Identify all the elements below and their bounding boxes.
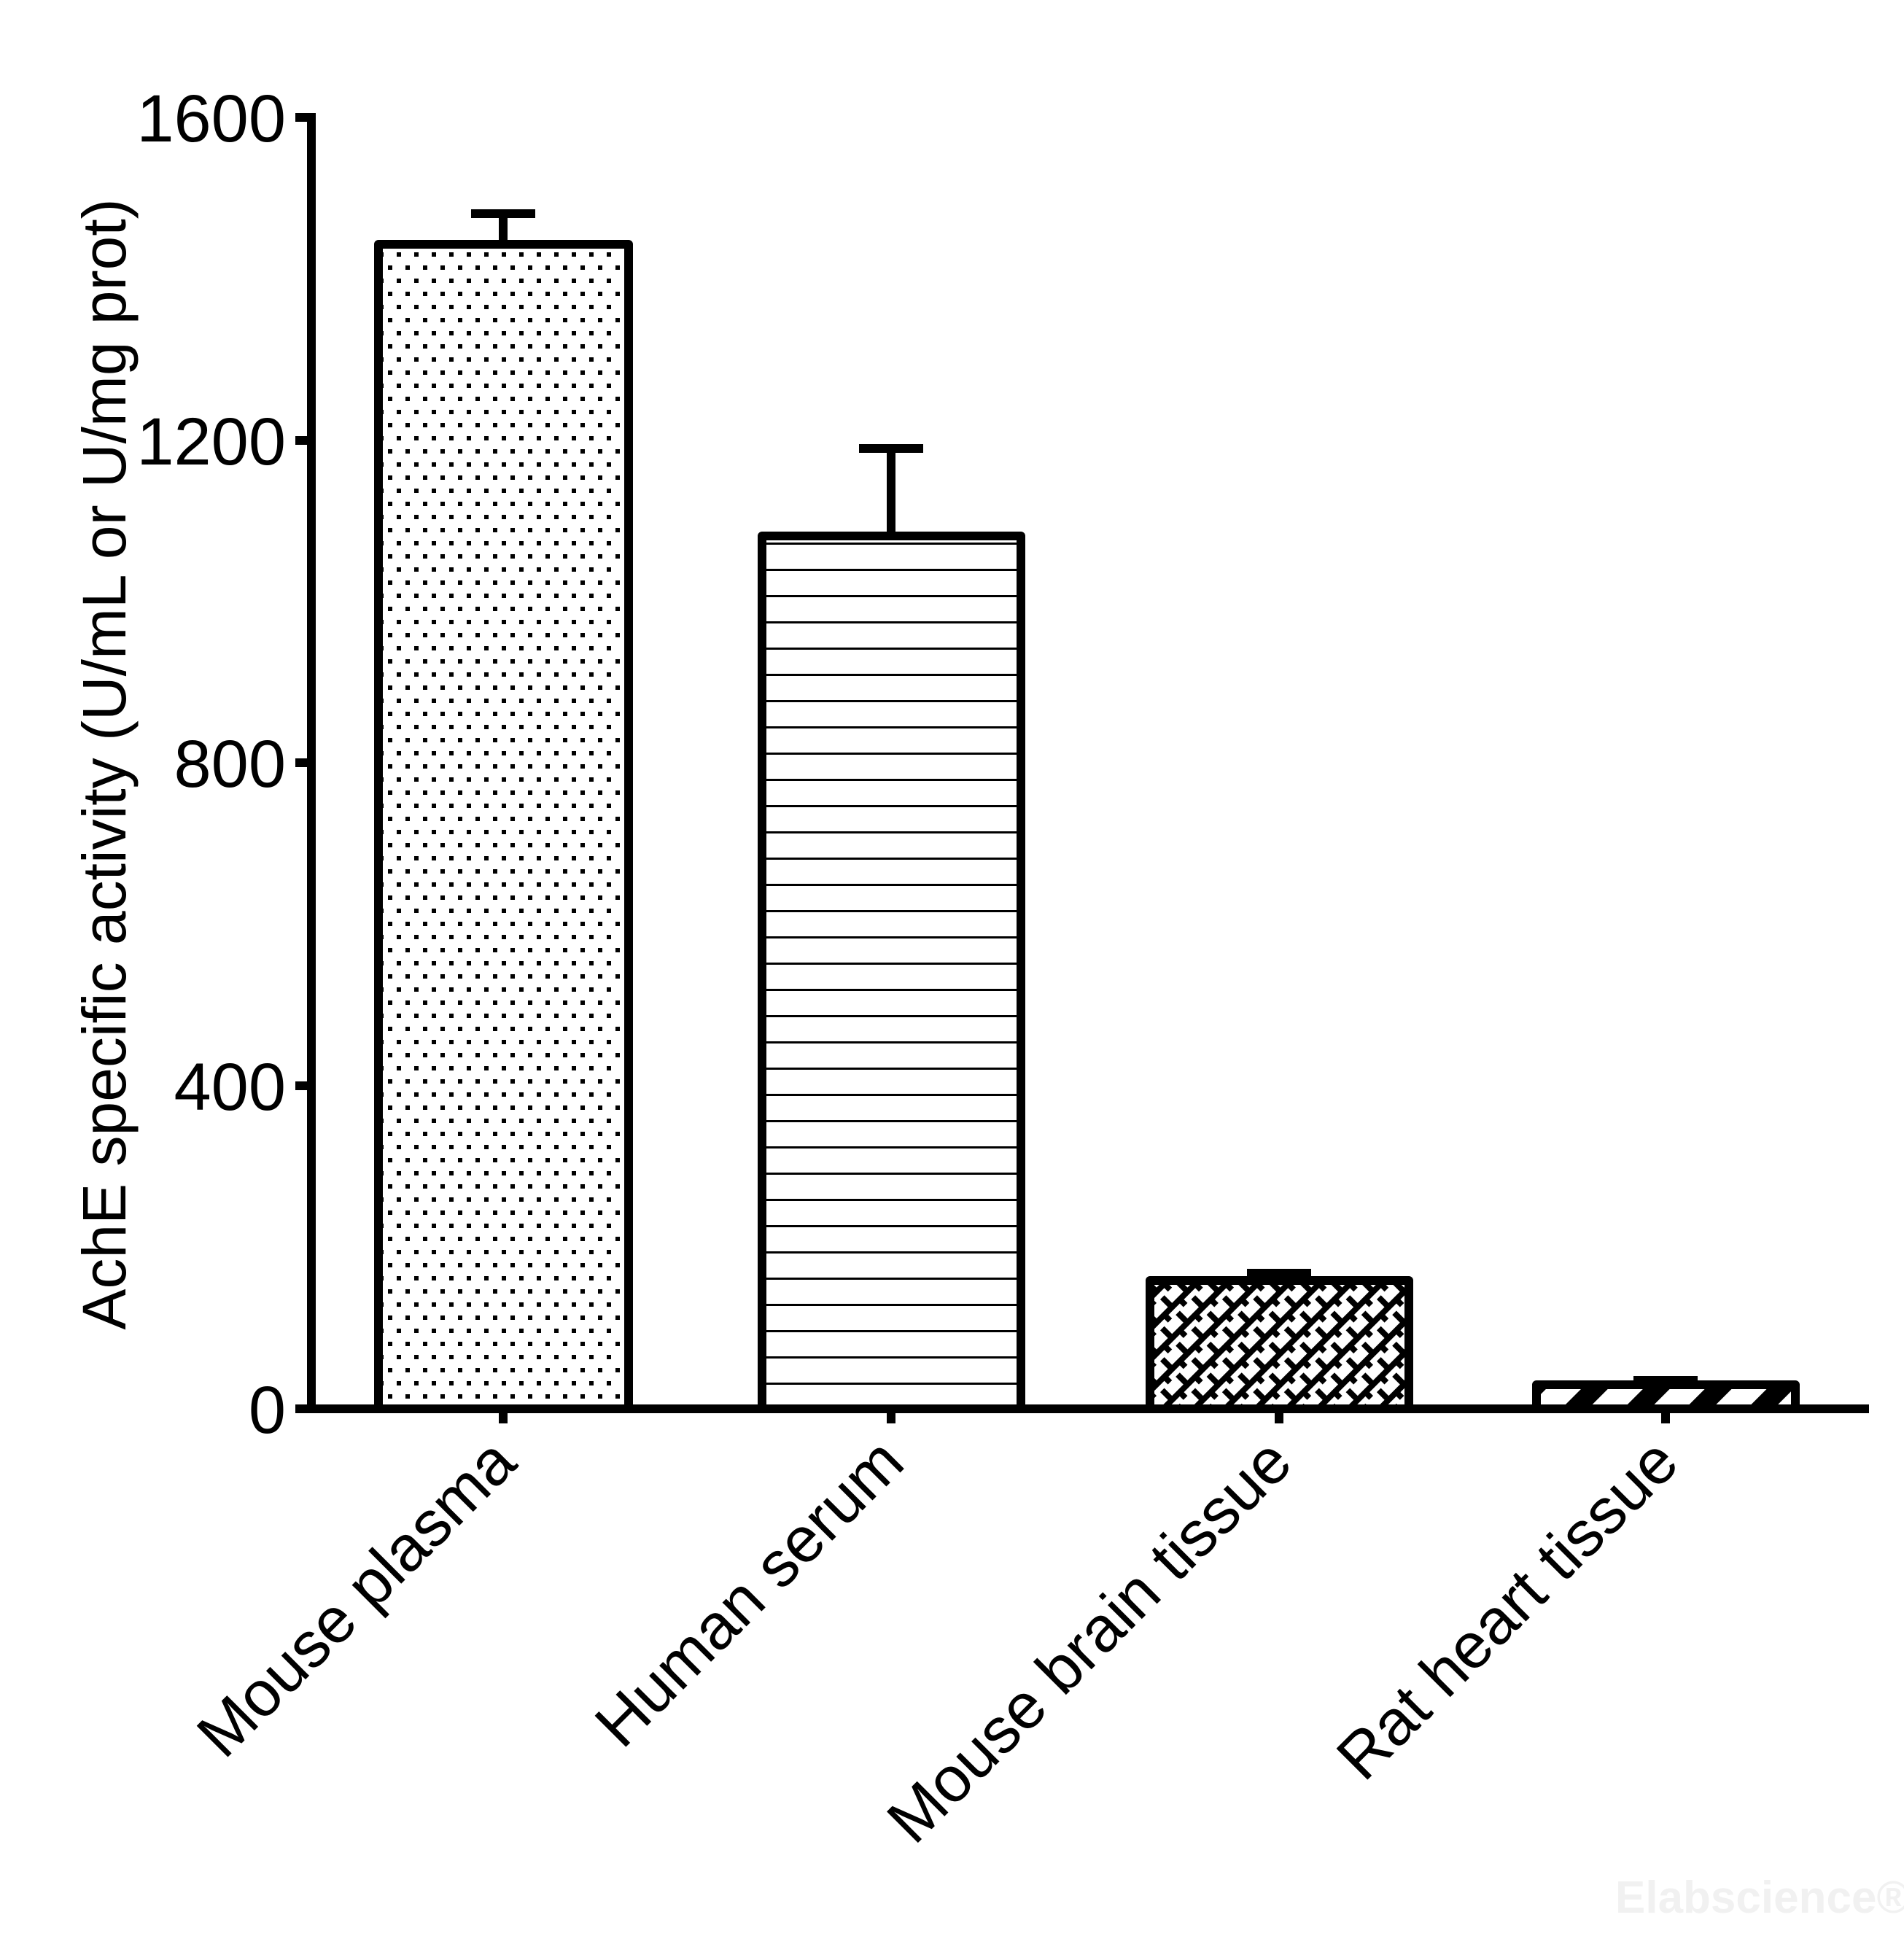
y-axis-title: AchE specific activity (U/mL or U/mg pro… <box>70 198 139 1329</box>
bars <box>374 240 1800 1413</box>
y-tick-label: 1600 <box>136 82 286 156</box>
bar-mouse-brain-tissue <box>1150 1280 1409 1409</box>
x-tick-label: Rat heart tissue <box>1323 1424 1692 1793</box>
error-bars <box>471 209 1698 1385</box>
error-bar <box>1633 1376 1698 1385</box>
x-tick-label: Mouse brain tissue <box>873 1424 1305 1856</box>
error-bar <box>859 444 923 536</box>
x-axis: Mouse plasma Human serum Mouse brain tis… <box>183 1404 1869 1857</box>
y-tick-label: 1200 <box>136 405 286 479</box>
watermark: Elabscience® <box>1615 1873 1904 1923</box>
error-bar <box>471 209 535 244</box>
y-tick-label: 400 <box>174 1050 287 1124</box>
x-tick-label: Human serum <box>581 1424 917 1760</box>
x-tick-label: Mouse plasma <box>183 1424 529 1771</box>
bar-human-serum <box>762 536 1021 1409</box>
bar-mouse-plasma <box>374 244 633 1409</box>
y-tick-label: 800 <box>174 727 287 801</box>
error-bar <box>1247 1269 1311 1280</box>
y-tick-label: 0 <box>249 1373 286 1447</box>
y-axis: 0 400 800 1200 1600 AchE specific activi… <box>70 82 316 1447</box>
